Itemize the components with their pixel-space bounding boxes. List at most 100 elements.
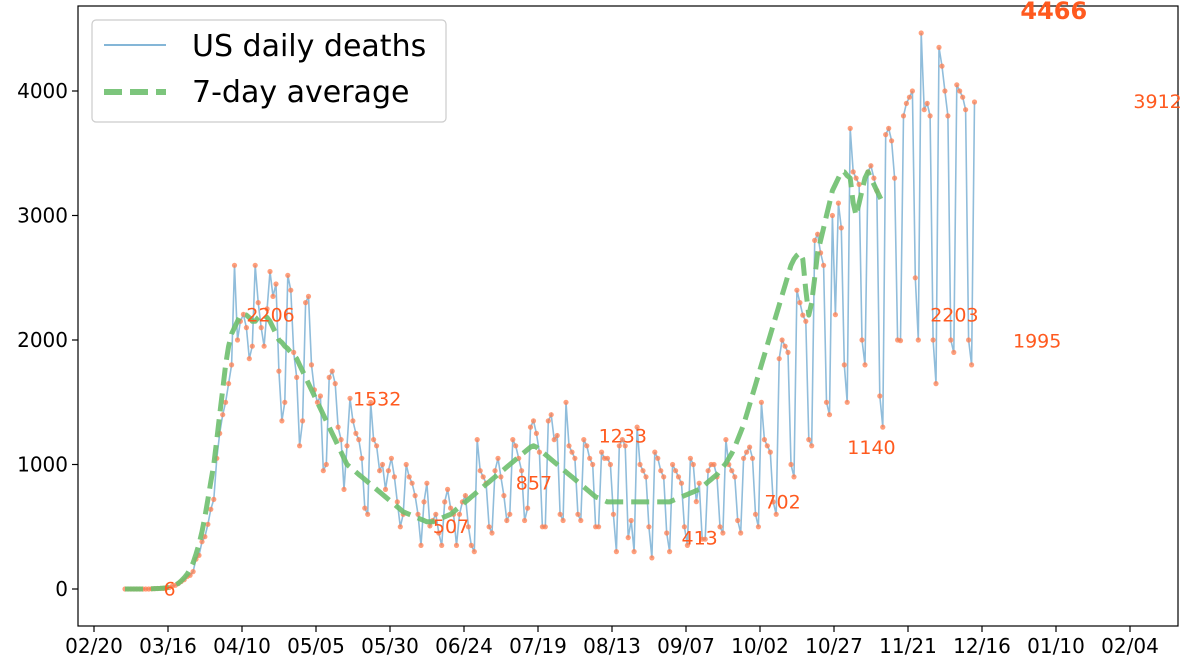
daily-deaths-point [486, 524, 492, 530]
daily-deaths-point [578, 517, 584, 524]
daily-deaths-point [551, 437, 557, 443]
daily-deaths-point [889, 138, 895, 144]
daily-deaths-point [371, 437, 377, 443]
y-tick-label: 3000 [17, 204, 68, 228]
value-annotation: 1140 [847, 437, 895, 459]
daily-deaths-point [640, 468, 646, 474]
daily-deaths-point [892, 175, 898, 181]
daily-deaths-point [622, 443, 628, 449]
x-tick-label: 10/02 [731, 634, 789, 658]
daily-deaths-point [673, 468, 679, 474]
daily-deaths-point [557, 511, 563, 517]
daily-deaths-point [782, 343, 788, 349]
value-annotation: 857 [516, 472, 552, 494]
daily-deaths-point [646, 524, 652, 530]
value-annotation: 1233 [599, 426, 647, 448]
daily-deaths-point [294, 374, 300, 380]
daily-deaths-point [554, 432, 560, 439]
daily-deaths-point [690, 461, 696, 468]
daily-deaths-point [634, 424, 640, 430]
daily-deaths-point [229, 362, 235, 368]
daily-deaths-point [616, 443, 622, 449]
daily-deaths-point [770, 499, 776, 505]
daily-deaths-point [675, 474, 682, 480]
daily-deaths-point [779, 337, 785, 343]
daily-deaths-point [412, 493, 418, 499]
daily-deaths-point [744, 449, 750, 455]
x-tick-label: 02/20 [65, 634, 123, 658]
daily-deaths-point [335, 424, 341, 430]
daily-deaths-point [374, 443, 380, 449]
daily-deaths-point [223, 399, 229, 405]
value-annotation: 1995 [1013, 331, 1061, 353]
daily-deaths-point [915, 337, 921, 343]
daily-deaths-point [468, 542, 474, 549]
daily-deaths-point [234, 337, 241, 343]
daily-deaths-point [812, 237, 818, 243]
daily-deaths-point [853, 175, 859, 181]
daily-deaths-point [723, 437, 729, 443]
daily-deaths-point [522, 517, 528, 524]
daily-deaths-point [957, 88, 963, 94]
daily-deaths-point [448, 505, 454, 511]
daily-deaths-point [501, 493, 507, 499]
daily-deaths-point [637, 461, 643, 468]
daily-deaths-point [933, 381, 939, 387]
daily-deaths-point [320, 468, 326, 474]
daily-deaths-point [513, 443, 519, 449]
daily-deaths-point [545, 418, 551, 424]
daily-deaths-point [829, 212, 836, 219]
daily-deaths-point [303, 300, 309, 306]
daily-deaths-point [279, 418, 285, 424]
daily-deaths-point [338, 437, 344, 443]
daily-deaths-point [285, 272, 291, 278]
legend: US daily deaths 7-day average [91, 19, 447, 123]
daily-deaths-point [385, 468, 391, 474]
daily-deaths-point [453, 542, 460, 549]
daily-deaths-point [850, 169, 856, 175]
daily-deaths-point [664, 530, 670, 536]
daily-deaths-point [258, 325, 264, 331]
daily-deaths-point [249, 343, 255, 349]
y-tick-label: 1000 [17, 453, 68, 477]
daily-deaths-point [276, 368, 282, 374]
daily-deaths-point [720, 530, 726, 536]
x-tick-label: 04/10 [213, 634, 271, 658]
daily-deaths-point [471, 549, 477, 555]
daily-deaths-point [643, 474, 649, 480]
daily-deaths-point [270, 293, 276, 299]
daily-deaths-point [465, 524, 471, 530]
daily-deaths-point [445, 486, 451, 492]
daily-deaths-point [273, 281, 279, 287]
x-tick-label: 01/10 [1027, 634, 1085, 658]
daily-deaths-point [536, 449, 543, 455]
daily-deaths-point [436, 530, 442, 536]
daily-deaths-point [382, 486, 389, 492]
daily-deaths-point [761, 437, 768, 443]
daily-deaths-point [519, 468, 525, 474]
value-annotation: 702 [764, 492, 800, 514]
daily-deaths-point [667, 549, 673, 555]
daily-deaths-point [226, 381, 232, 387]
daily-deaths-point [240, 311, 246, 317]
daily-deaths-point [246, 356, 252, 362]
daily-deaths-point [504, 517, 510, 524]
daily-deaths-point [800, 312, 806, 318]
daily-deaths-point [924, 100, 930, 106]
daily-deaths-point [945, 113, 951, 119]
daily-deaths-point [211, 496, 217, 502]
daily-deaths-point [243, 325, 249, 331]
x-tick-label: 11/21 [879, 634, 937, 658]
daily-deaths-point [261, 343, 267, 349]
daily-deaths-point [356, 437, 362, 443]
daily-deaths-point [806, 437, 812, 443]
daily-deaths-point [480, 474, 486, 480]
value-annotation: 413 [682, 528, 718, 550]
daily-deaths-point [368, 399, 374, 405]
daily-deaths-point [427, 523, 433, 529]
daily-deaths-point [300, 418, 306, 424]
daily-deaths-point [921, 107, 927, 113]
daily-deaths-point [379, 461, 386, 468]
daily-deaths-point [684, 542, 691, 549]
daily-deaths-point [871, 175, 877, 181]
